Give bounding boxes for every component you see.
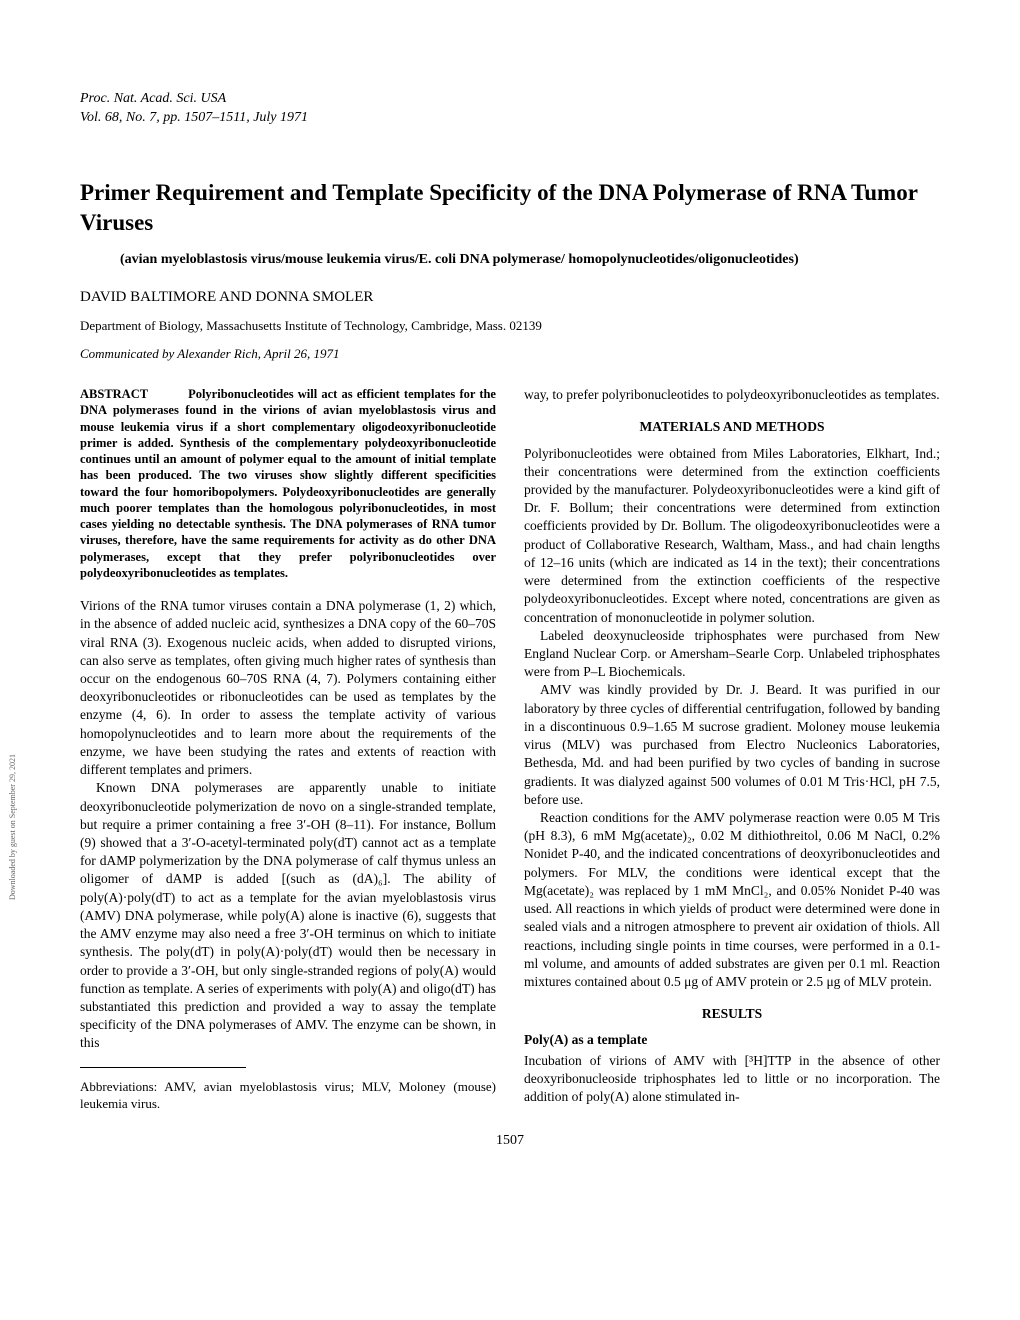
abstract-block: ABSTRACTPolyribonucleotides will act as …	[80, 386, 496, 581]
journal-info: Proc. Nat. Acad. Sci. USA Vol. 68, No. 7…	[80, 90, 940, 128]
authors: DAVID BALTIMORE AND DONNA SMOLER	[80, 289, 940, 306]
affiliation: Department of Biology, Massachusetts Ins…	[80, 318, 940, 334]
paper-page: Proc. Nat. Acad. Sci. USA Vol. 68, No. 7…	[0, 0, 1020, 1189]
intro-paragraph-2: Known DNA polymerases are apparently una…	[80, 779, 496, 1052]
left-column: ABSTRACTPolyribonucleotides will act as …	[80, 386, 496, 1113]
journal-name: Proc. Nat. Acad. Sci. USA	[80, 90, 940, 109]
abstract-label: ABSTRACT	[80, 386, 148, 402]
download-notice: Downloaded by guest on September 29, 202…	[8, 754, 17, 900]
results-heading: RESULTS	[524, 1005, 940, 1023]
two-column-layout: ABSTRACTPolyribonucleotides will act as …	[80, 386, 940, 1113]
abstract-text: Polyribonucleotides will act as efficien…	[80, 387, 496, 580]
abbreviations: Abbreviations: AMV, avian myeloblastosis…	[80, 1078, 496, 1113]
methods-paragraph-3: AMV was kindly provided by Dr. J. Beard.…	[524, 681, 940, 809]
results-paragraph-1: Incubation of virions of AMV with [³H]TT…	[524, 1052, 940, 1107]
communicated-by: Communicated by Alexander Rich, April 26…	[80, 346, 940, 362]
methods-paragraph-4: Reaction conditions for the AMV polymera…	[524, 809, 940, 991]
paper-subtitle: (avian myeloblastosis virus/mouse leukem…	[120, 250, 940, 270]
page-number: 1507	[80, 1133, 940, 1149]
materials-methods-heading: MATERIALS AND METHODS	[524, 418, 940, 436]
journal-volume: Vol. 68, No. 7, pp. 1507–1511, July 1971	[80, 109, 940, 128]
intro-paragraph-1: Virions of the RNA tumor viruses contain…	[80, 597, 496, 779]
continuation-paragraph: way, to prefer polyribonucleotides to po…	[524, 386, 940, 404]
methods-paragraph-1: Polyribonucleotides were obtained from M…	[524, 445, 940, 627]
poly-a-subsection: Poly(A) as a template	[524, 1031, 940, 1049]
paper-title: Primer Requirement and Template Specific…	[80, 178, 940, 238]
right-column: way, to prefer polyribonucleotides to po…	[524, 386, 940, 1113]
footnote-divider	[80, 1067, 246, 1068]
methods-paragraph-2: Labeled deoxynucleoside triphosphates we…	[524, 627, 940, 682]
